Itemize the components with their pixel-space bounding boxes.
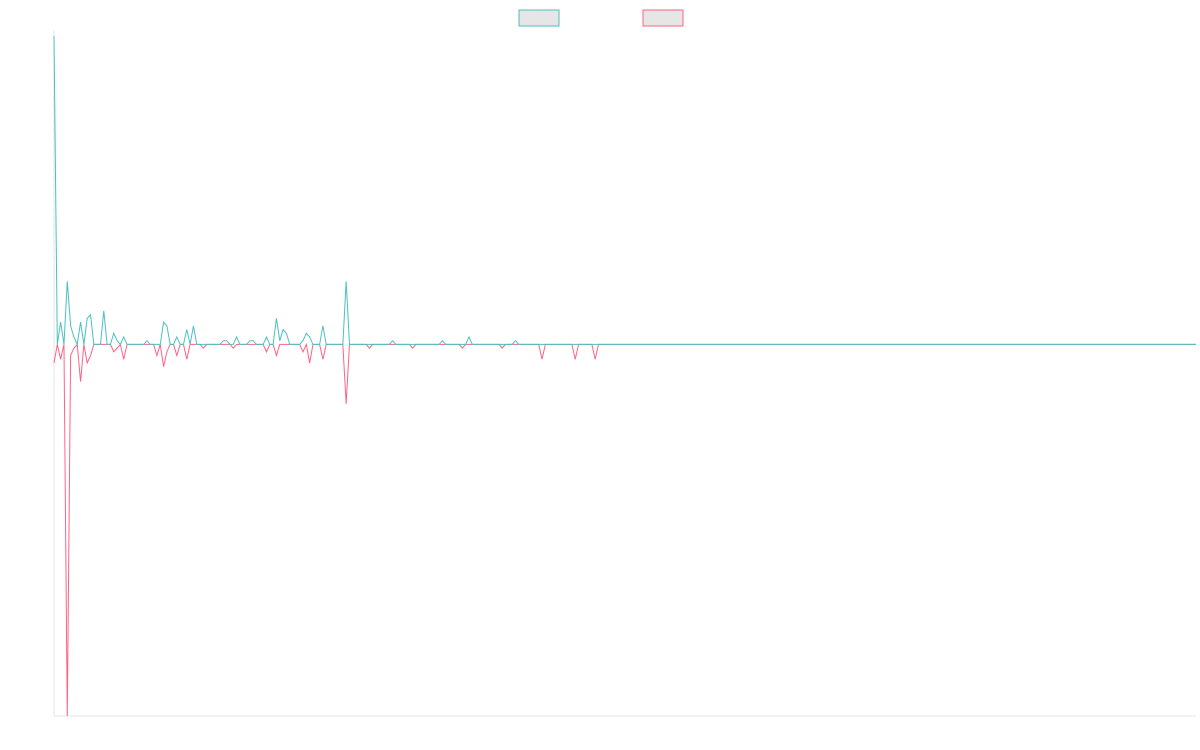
legend-swatch-1[interactable]	[518, 9, 560, 27]
legend[interactable]	[518, 9, 684, 27]
legend-swatch-2[interactable]	[642, 9, 684, 27]
series-layer	[53, 35, 1196, 717]
series-line-2	[53, 342, 1196, 717]
series-line-1	[53, 35, 1196, 347]
